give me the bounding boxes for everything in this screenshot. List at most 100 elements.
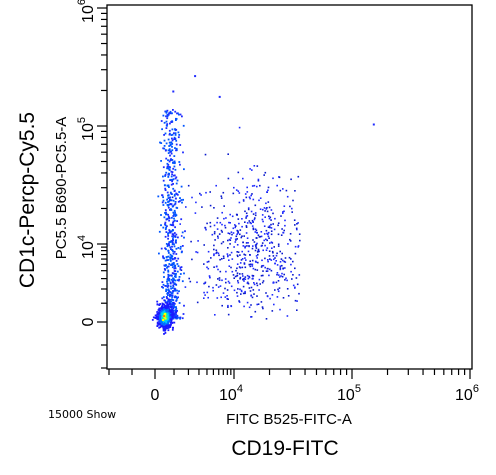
event-dot [171,272,174,274]
event-dot [240,236,243,239]
event-dot [167,255,170,258]
event-dot [161,308,164,310]
event-dot [174,226,176,229]
event-dot [171,328,174,331]
event-dot [175,299,178,301]
event-dot [165,313,168,316]
event-dot [228,265,231,267]
event-dot [166,115,169,118]
event-dot [256,284,259,287]
event-dot [179,223,181,225]
event-dot [253,184,256,187]
event-dot [162,114,165,117]
event-dot [265,229,268,232]
event-dot [175,311,178,313]
event-dot [172,238,174,240]
event-dot [218,279,221,281]
event-dot [168,129,171,132]
event-dot [162,199,165,202]
event-dot [167,176,170,178]
event-dot [236,251,238,253]
event-dot [249,221,251,224]
event-dot [162,283,165,286]
event-dot [165,243,168,245]
event-dot [227,232,230,234]
event-dot [253,241,256,243]
event-dot [290,178,292,181]
event-dot [171,133,174,136]
event-dot [256,303,258,306]
event-dot [163,184,166,187]
event-dot [160,214,162,216]
event-dot [167,265,170,268]
event-dot [163,276,165,278]
event-dot [167,215,170,218]
event-dot [292,284,295,287]
event-dot [244,193,247,195]
event-dot [197,240,199,242]
event-dot [185,206,187,208]
event-dot [174,276,177,278]
event-dot [220,229,223,232]
event-dot [286,279,288,282]
event-dot [171,112,173,115]
event-dot [169,291,172,294]
event-dot [270,223,272,226]
event-dot [246,237,249,239]
event-dot [179,268,182,271]
event-dot [245,225,248,227]
y-tick-label: 0 [80,317,97,326]
event-dot [269,268,271,271]
event-dot [274,262,276,265]
event-dot [172,277,174,280]
event-dot [167,294,169,296]
event-dot [249,263,252,266]
event-dot [268,225,271,227]
event-dot [249,260,251,262]
event-dot [162,179,165,182]
event-dot [228,238,231,241]
event-dot [161,281,164,283]
event-dot [253,282,255,284]
event-dot [160,310,163,313]
event-dot [170,314,172,316]
event-dot [162,325,165,328]
event-dot [163,329,166,332]
event-dot [250,222,252,225]
event-dot [227,239,229,242]
event-dot [249,254,251,256]
event-dot [168,166,171,168]
event-dot [224,278,227,280]
event-dot [269,242,271,244]
event-dot [171,309,174,312]
event-dot [168,263,171,265]
event-dot [236,230,239,232]
event-dot [173,289,176,292]
event-dot [181,115,183,118]
event-dot [174,309,177,311]
event-dot [172,229,174,232]
event-dot [174,316,177,319]
event-dot [167,197,170,199]
event-dot [165,321,168,324]
event-dot [268,206,271,209]
event-dot [229,243,231,245]
event-dot [218,254,220,257]
event-dot [170,323,172,326]
event-dot [171,235,174,238]
event-dot [282,188,284,190]
event-dot [169,258,172,260]
event-dot [175,197,177,200]
event-dot [223,257,225,259]
event-dot [250,304,252,306]
event-dot [245,217,247,219]
event-dot [213,207,215,209]
event-dot [256,269,259,271]
event-dot [221,223,223,226]
event-dot [207,250,210,253]
event-dot [261,281,264,284]
event-dot [267,267,269,270]
event-dot [165,171,168,174]
event-dot [255,255,258,257]
event-dot [239,254,241,256]
